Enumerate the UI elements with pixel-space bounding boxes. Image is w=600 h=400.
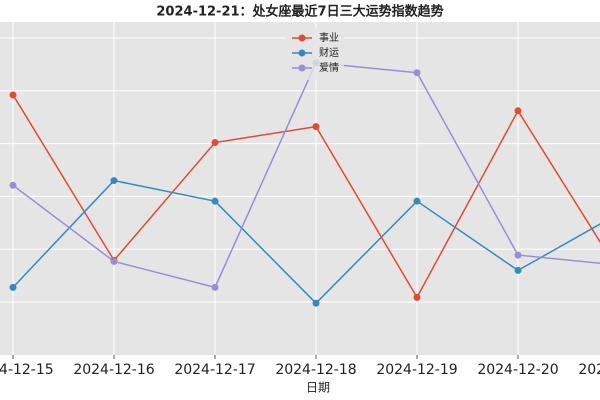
legend-label: 爱情: [319, 61, 339, 74]
data-point: [413, 69, 421, 77]
legend-marker: [298, 34, 306, 42]
data-point: [413, 293, 421, 301]
x-tick-label: 2024-12-16: [73, 362, 154, 378]
data-point: [312, 123, 320, 131]
x-tick-label: 2024-12-20: [477, 362, 558, 378]
data-point: [413, 197, 421, 205]
legend-marker: [298, 49, 306, 57]
data-point: [211, 197, 219, 205]
x-tick-label: 2024-12-21: [578, 362, 600, 378]
x-axis-label: 日期: [306, 381, 330, 395]
data-point: [9, 181, 17, 189]
legend-label: 事业: [319, 31, 339, 44]
x-tick-label: 2024-12-15: [0, 362, 54, 378]
chart-title: 2024-12-21：处女座最近7日三大运势指数趋势: [156, 4, 443, 20]
data-point: [514, 251, 522, 259]
legend-label: 财运: [319, 46, 339, 59]
data-point: [312, 299, 320, 307]
data-point: [110, 257, 118, 265]
x-tick-label: 2024-12-18: [275, 362, 356, 378]
data-point: [110, 177, 118, 185]
data-point: [211, 283, 219, 291]
data-point: [211, 139, 219, 147]
x-tick-label: 2024-12-19: [376, 362, 457, 378]
x-tick-label: 2024-12-17: [174, 362, 255, 378]
legend-marker: [298, 64, 306, 72]
data-point: [514, 266, 522, 274]
data-point: [9, 91, 17, 99]
data-point: [9, 283, 17, 291]
data-point: [514, 107, 522, 115]
